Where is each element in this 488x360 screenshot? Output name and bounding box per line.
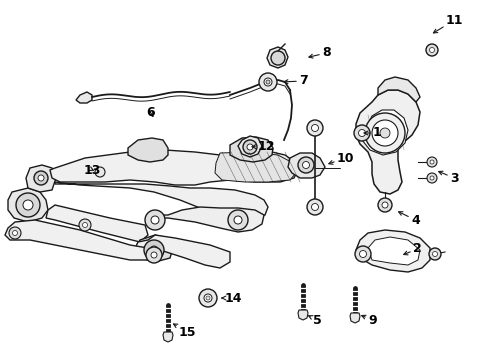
Polygon shape bbox=[238, 136, 262, 157]
Polygon shape bbox=[355, 90, 419, 194]
Text: 1: 1 bbox=[363, 126, 381, 139]
Text: 3: 3 bbox=[438, 171, 458, 184]
Text: 9: 9 bbox=[361, 314, 376, 327]
Text: 5: 5 bbox=[308, 314, 321, 327]
Circle shape bbox=[429, 176, 433, 180]
Text: 2: 2 bbox=[403, 243, 421, 256]
Text: 14: 14 bbox=[222, 292, 242, 305]
Circle shape bbox=[38, 175, 44, 181]
Polygon shape bbox=[154, 207, 264, 232]
Text: 11: 11 bbox=[432, 13, 463, 33]
Text: 7: 7 bbox=[284, 75, 307, 87]
Polygon shape bbox=[8, 188, 48, 222]
Text: 12: 12 bbox=[251, 139, 275, 153]
Circle shape bbox=[359, 251, 366, 257]
Polygon shape bbox=[229, 137, 272, 162]
Polygon shape bbox=[215, 152, 295, 182]
Circle shape bbox=[377, 198, 391, 212]
Circle shape bbox=[259, 73, 276, 91]
Circle shape bbox=[205, 296, 209, 300]
Polygon shape bbox=[349, 313, 359, 323]
Circle shape bbox=[151, 252, 157, 258]
Polygon shape bbox=[55, 182, 267, 222]
Circle shape bbox=[23, 200, 33, 210]
Polygon shape bbox=[163, 332, 173, 342]
Circle shape bbox=[425, 44, 437, 56]
Circle shape bbox=[354, 246, 370, 262]
Text: 10: 10 bbox=[328, 152, 354, 165]
Circle shape bbox=[234, 216, 242, 224]
Circle shape bbox=[9, 227, 21, 239]
Circle shape bbox=[151, 216, 159, 224]
Polygon shape bbox=[132, 235, 229, 268]
Text: 6: 6 bbox=[146, 105, 154, 118]
Circle shape bbox=[145, 210, 164, 230]
Circle shape bbox=[311, 203, 318, 211]
Circle shape bbox=[243, 140, 257, 154]
Circle shape bbox=[199, 289, 217, 307]
Polygon shape bbox=[287, 153, 325, 178]
Circle shape bbox=[203, 294, 212, 302]
Circle shape bbox=[381, 202, 387, 208]
Polygon shape bbox=[5, 220, 148, 260]
Circle shape bbox=[264, 78, 271, 86]
Circle shape bbox=[246, 144, 252, 150]
Circle shape bbox=[426, 157, 436, 167]
Polygon shape bbox=[76, 92, 92, 103]
Polygon shape bbox=[135, 235, 173, 262]
Circle shape bbox=[146, 247, 162, 263]
Polygon shape bbox=[50, 150, 297, 185]
Circle shape bbox=[270, 51, 285, 65]
Circle shape bbox=[143, 240, 163, 260]
Circle shape bbox=[297, 157, 313, 173]
Circle shape bbox=[428, 248, 440, 260]
Polygon shape bbox=[26, 165, 56, 192]
Circle shape bbox=[426, 173, 436, 183]
Circle shape bbox=[265, 80, 269, 84]
Polygon shape bbox=[46, 205, 148, 242]
Circle shape bbox=[13, 230, 18, 235]
Circle shape bbox=[95, 167, 105, 177]
Circle shape bbox=[150, 246, 158, 254]
Circle shape bbox=[34, 171, 48, 185]
Circle shape bbox=[429, 160, 433, 164]
Text: 4: 4 bbox=[398, 212, 419, 226]
Polygon shape bbox=[377, 77, 419, 102]
Polygon shape bbox=[355, 230, 429, 272]
Polygon shape bbox=[367, 237, 419, 265]
Circle shape bbox=[306, 120, 323, 136]
Polygon shape bbox=[266, 47, 287, 68]
Circle shape bbox=[379, 128, 389, 138]
Text: 8: 8 bbox=[308, 46, 330, 59]
Circle shape bbox=[16, 193, 40, 217]
Circle shape bbox=[82, 222, 87, 228]
Circle shape bbox=[358, 130, 365, 136]
Circle shape bbox=[302, 162, 309, 168]
Circle shape bbox=[353, 125, 369, 141]
Text: 15: 15 bbox=[173, 324, 196, 338]
Circle shape bbox=[364, 113, 404, 153]
Circle shape bbox=[98, 170, 102, 174]
Circle shape bbox=[311, 125, 318, 131]
Circle shape bbox=[227, 210, 247, 230]
Circle shape bbox=[306, 199, 323, 215]
Circle shape bbox=[371, 120, 397, 146]
Circle shape bbox=[428, 48, 434, 53]
Text: 13: 13 bbox=[84, 163, 101, 176]
Polygon shape bbox=[297, 310, 307, 320]
Circle shape bbox=[79, 219, 91, 231]
Polygon shape bbox=[128, 138, 168, 162]
Polygon shape bbox=[361, 110, 407, 155]
Circle shape bbox=[431, 252, 437, 256]
